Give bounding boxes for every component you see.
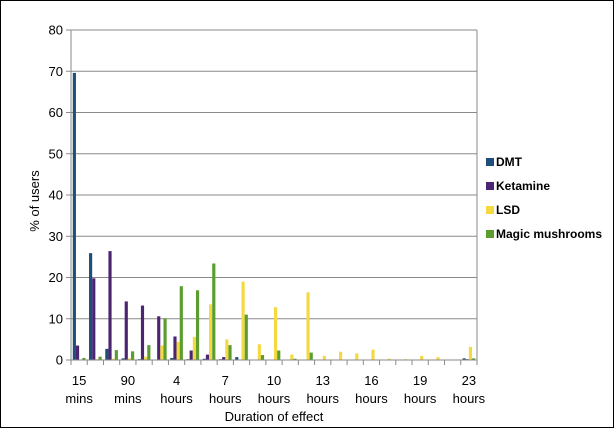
x-tick-label-unit: hours bbox=[404, 391, 437, 406]
y-tick-label: 0 bbox=[56, 353, 63, 368]
y-tick-label: 70 bbox=[49, 64, 63, 79]
bar bbox=[147, 345, 150, 360]
bar bbox=[212, 263, 215, 360]
legend-label: DMT bbox=[496, 155, 523, 169]
bar bbox=[105, 349, 108, 360]
bar bbox=[420, 356, 423, 360]
y-tick-label: 40 bbox=[49, 188, 63, 203]
bar bbox=[180, 286, 183, 360]
bar bbox=[73, 73, 76, 360]
x-tick-label: 10 bbox=[267, 373, 281, 388]
x-tick-labels: 15 mins 90 mins 4 hours 7 hours 10 hours 13 hours 16… bbox=[65, 373, 485, 406]
y-tick-label: 80 bbox=[49, 23, 63, 38]
bar bbox=[157, 316, 160, 360]
x-tick-label: 13 bbox=[315, 373, 329, 388]
y-tick-label: 30 bbox=[49, 229, 63, 244]
bar bbox=[108, 251, 111, 360]
bar bbox=[177, 342, 180, 360]
legend[interactable]: DMT Ketamine LSD Magic mushrooms bbox=[486, 155, 602, 241]
legend-swatch bbox=[486, 182, 494, 190]
legend-label: Magic mushrooms bbox=[496, 227, 602, 241]
bar bbox=[245, 315, 248, 360]
y-tick-label: 60 bbox=[49, 105, 63, 120]
x-tick-label: 90 bbox=[121, 373, 135, 388]
bar bbox=[228, 345, 231, 360]
x-tick-label: 23 bbox=[462, 373, 476, 388]
bar bbox=[115, 350, 118, 360]
x-tick-label: 7 bbox=[222, 373, 229, 388]
bar bbox=[131, 351, 134, 360]
bar bbox=[339, 352, 342, 360]
bar bbox=[193, 337, 196, 360]
bar bbox=[209, 304, 212, 360]
y-tick-label: 20 bbox=[49, 270, 63, 285]
x-tick-label-unit: hours bbox=[306, 391, 339, 406]
bar bbox=[469, 347, 472, 360]
bar bbox=[89, 253, 92, 360]
bar bbox=[125, 301, 128, 360]
y-tick-labels: 0 10 20 30 40 50 60 70 80 bbox=[49, 23, 63, 368]
x-tick-label-unit: hours bbox=[453, 391, 486, 406]
x-tick-label-unit: hours bbox=[209, 391, 242, 406]
bar bbox=[306, 292, 309, 360]
x-tick-label-unit: hours bbox=[258, 391, 291, 406]
bar bbox=[160, 346, 163, 360]
bar bbox=[163, 318, 166, 360]
bar bbox=[225, 339, 228, 360]
x-tick-label-unit: hours bbox=[160, 391, 193, 406]
bar bbox=[274, 307, 277, 360]
x-tick-label: 16 bbox=[364, 373, 378, 388]
x-tick-label: 19 bbox=[413, 373, 427, 388]
bar bbox=[290, 355, 293, 360]
bar bbox=[371, 350, 374, 360]
legend-swatch bbox=[486, 230, 494, 238]
legend-label: Ketamine bbox=[496, 179, 550, 193]
x-tick-label-unit: hours bbox=[355, 391, 388, 406]
bar bbox=[206, 355, 209, 360]
legend-label: LSD bbox=[496, 203, 520, 217]
y-tick-label: 50 bbox=[49, 146, 63, 161]
x-axis-title: Duration of effect bbox=[225, 409, 324, 424]
bar bbox=[355, 353, 358, 360]
bar bbox=[258, 344, 261, 360]
bar bbox=[242, 282, 245, 360]
bar-series bbox=[73, 73, 475, 360]
bar bbox=[190, 351, 193, 360]
bar bbox=[310, 353, 313, 360]
bar bbox=[173, 336, 176, 360]
legend-swatch bbox=[486, 158, 494, 166]
bar bbox=[277, 351, 280, 360]
x-tick-label: 4 bbox=[173, 373, 180, 388]
bar bbox=[323, 356, 326, 360]
bar bbox=[92, 278, 95, 360]
legend-swatch bbox=[486, 206, 494, 214]
y-axis-title: % of users bbox=[27, 170, 42, 232]
x-tick-label: 15 bbox=[72, 373, 86, 388]
y-tick-label: 10 bbox=[49, 311, 63, 326]
x-tick-label-unit: mins bbox=[65, 391, 93, 406]
bar bbox=[261, 355, 264, 360]
bar bbox=[76, 346, 79, 360]
x-tick-label-unit: mins bbox=[114, 391, 142, 406]
bar bbox=[196, 290, 199, 360]
bar bbox=[141, 306, 144, 360]
